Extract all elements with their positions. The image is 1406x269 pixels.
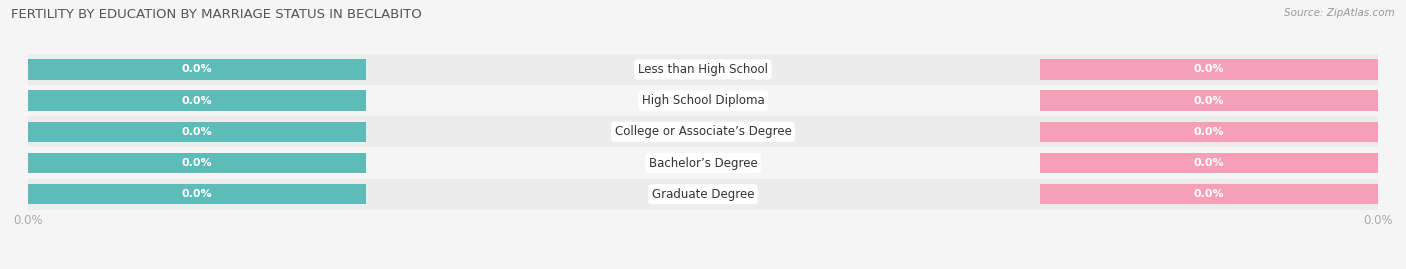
Bar	[1040, 184, 1378, 204]
Text: High School Diploma: High School Diploma	[641, 94, 765, 107]
Bar	[1040, 122, 1378, 142]
Bar	[1040, 90, 1378, 111]
Bar	[28, 153, 366, 173]
Text: Bachelor’s Degree: Bachelor’s Degree	[648, 157, 758, 169]
Bar	[28, 85, 1378, 116]
Bar	[28, 59, 366, 80]
Bar	[28, 54, 1378, 85]
Text: 0.0%: 0.0%	[181, 158, 212, 168]
Text: 0.0%: 0.0%	[1194, 127, 1225, 137]
Bar	[28, 122, 366, 142]
Text: 0.0%: 0.0%	[181, 95, 212, 106]
Text: Graduate Degree: Graduate Degree	[652, 188, 754, 201]
Bar	[1040, 59, 1378, 80]
Bar	[28, 116, 1378, 147]
Bar	[1040, 153, 1378, 173]
Bar	[28, 90, 366, 111]
Legend: Married, Unmarried: Married, Unmarried	[613, 266, 793, 269]
Text: 0.0%: 0.0%	[181, 64, 212, 75]
Bar	[28, 147, 1378, 179]
Text: 0.0%: 0.0%	[181, 189, 212, 199]
Text: 0.0%: 0.0%	[1194, 95, 1225, 106]
Bar	[28, 184, 366, 204]
Bar	[28, 179, 1378, 210]
Text: FERTILITY BY EDUCATION BY MARRIAGE STATUS IN BECLABITO: FERTILITY BY EDUCATION BY MARRIAGE STATU…	[11, 8, 422, 21]
Text: 0.0%: 0.0%	[1194, 158, 1225, 168]
Text: 0.0%: 0.0%	[1194, 64, 1225, 75]
Text: Less than High School: Less than High School	[638, 63, 768, 76]
Text: Source: ZipAtlas.com: Source: ZipAtlas.com	[1284, 8, 1395, 18]
Text: College or Associate’s Degree: College or Associate’s Degree	[614, 125, 792, 138]
Text: 0.0%: 0.0%	[1194, 189, 1225, 199]
Text: 0.0%: 0.0%	[181, 127, 212, 137]
